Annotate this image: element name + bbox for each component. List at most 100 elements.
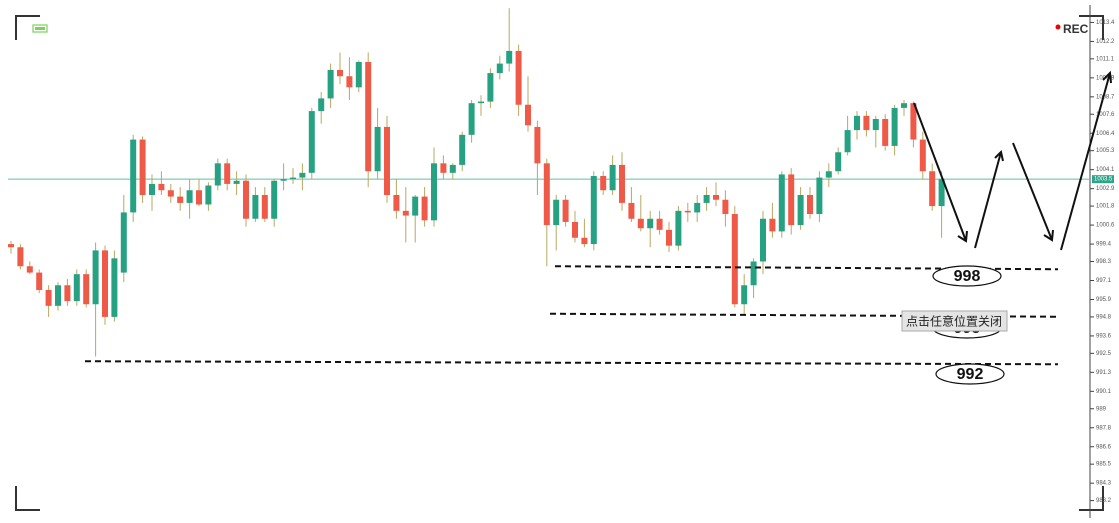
y-tick-label: 1001.8	[1096, 204, 1115, 210]
candle-body	[327, 69, 334, 99]
candle-body	[149, 183, 155, 195]
candle-body	[290, 177, 296, 180]
level-label: 992	[957, 366, 984, 383]
candle-body	[722, 199, 729, 214]
candle-body	[346, 76, 353, 88]
candle-body	[656, 218, 663, 230]
y-tick-label: 993.6	[1096, 333, 1112, 339]
y-tick-label: 991.3	[1096, 370, 1112, 376]
candle-body	[929, 171, 936, 207]
candle-body	[478, 101, 484, 104]
level-label: 998	[954, 268, 981, 285]
candle-body	[299, 172, 306, 178]
candle-body	[750, 261, 757, 286]
rec-label: REC	[1063, 22, 1089, 36]
y-tick-label: 1007.6	[1096, 112, 1115, 118]
level-ellipse	[932, 265, 1002, 287]
candle-body	[243, 180, 249, 219]
candle-body	[261, 195, 268, 219]
candle-body	[130, 139, 137, 213]
candle-body	[731, 214, 738, 305]
candle-body	[741, 285, 748, 305]
frame-corner	[15, 486, 40, 511]
battery-icon	[32, 24, 48, 33]
candle-body	[102, 250, 108, 317]
tooltip-box[interactable]	[901, 310, 1008, 332]
candle-body	[562, 199, 569, 222]
frame-corner	[1079, 486, 1104, 511]
candle-body	[459, 134, 466, 165]
candle-body	[318, 98, 325, 112]
y-tick-label: 997.1	[1096, 278, 1112, 284]
candle-body	[177, 196, 184, 203]
candle-body	[64, 285, 71, 302]
y-tick-label: 1011.1	[1096, 56, 1115, 62]
last-price-tag	[1092, 175, 1114, 184]
overlay-layer: 点击任意位置关闭	[901, 310, 1008, 332]
candle-body	[355, 62, 362, 88]
y-tick-label: 999.4	[1096, 242, 1112, 248]
candle-body	[572, 221, 578, 238]
candle-body	[214, 163, 221, 186]
candle-body	[421, 196, 428, 221]
candle-body	[703, 195, 710, 203]
candle-body	[402, 210, 409, 216]
candle-body	[431, 163, 437, 221]
candle-body	[684, 210, 691, 213]
candle-body	[628, 202, 635, 219]
plot: 1013.41012.21011.11009.91008.71007.61006…	[8, 8, 1115, 504]
candle-body	[158, 183, 165, 191]
candle-body	[271, 180, 278, 219]
candle-body	[252, 195, 259, 219]
candle-body	[919, 139, 926, 172]
candle-body	[901, 103, 907, 108]
candle-body	[891, 107, 898, 146]
candle-body	[609, 164, 616, 191]
candle-body	[111, 258, 118, 317]
candle-body	[308, 111, 315, 173]
projection-arrows	[913, 70, 1112, 251]
candle-body	[8, 244, 14, 248]
candle-body	[515, 50, 522, 105]
candle-body	[449, 164, 456, 173]
y-tick-label: 1006.4	[1096, 131, 1115, 137]
candle-body	[36, 272, 43, 290]
candle-body	[139, 139, 146, 195]
candle-body	[807, 195, 813, 214]
candle-body	[280, 179, 287, 181]
candle-body	[600, 176, 607, 191]
last-price-label: 1003.5	[1094, 177, 1113, 183]
candle-body	[797, 195, 804, 226]
candle-body	[506, 50, 513, 64]
candle-body	[825, 171, 832, 178]
level-line	[554, 265, 1059, 271]
candle-body	[534, 126, 541, 164]
y-tick-label: 992.5	[1096, 351, 1112, 357]
y-tick-label: 983.2	[1096, 498, 1112, 504]
candle-body	[581, 237, 588, 245]
candle-body	[553, 199, 560, 226]
battery-level	[35, 27, 45, 30]
candle-body	[196, 190, 202, 205]
candle-body	[440, 163, 447, 173]
rec-dot	[1055, 24, 1061, 30]
candle-body	[854, 115, 860, 131]
candle-body	[637, 218, 644, 229]
y-tick-label: 998.3	[1096, 259, 1112, 265]
candle-body	[92, 250, 99, 305]
tooltip-text[interactable]: 点击任意位置关闭	[906, 314, 1002, 329]
y-tick-label: 1008.7	[1096, 94, 1115, 100]
candle-body	[778, 174, 785, 232]
candle-body	[788, 174, 795, 226]
candle-body	[384, 126, 390, 195]
frame-corner	[15, 15, 40, 40]
candle-body	[120, 212, 127, 273]
candle-body	[496, 63, 503, 74]
candle-body	[863, 115, 870, 131]
y-tick-label: 990.1	[1096, 389, 1112, 395]
candle-body	[73, 274, 80, 302]
y-tick-label: 1012.2	[1096, 39, 1115, 45]
candle-body	[224, 163, 231, 184]
candle-body	[619, 164, 625, 203]
